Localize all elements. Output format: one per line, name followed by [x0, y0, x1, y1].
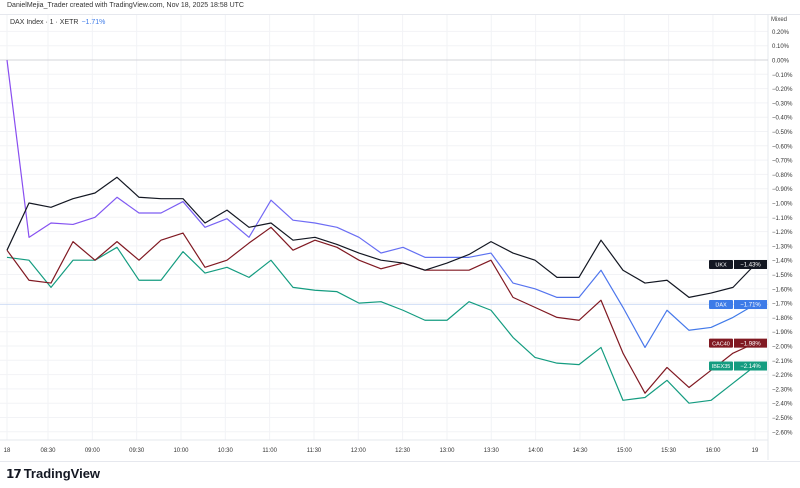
y-tick-label: −1.70%: [772, 302, 793, 308]
y-tick-label: −1.90%: [772, 330, 793, 336]
scale-mode-label[interactable]: Mixed: [770, 17, 787, 23]
y-tick-label: −0.70%: [772, 159, 793, 165]
x-tick-label: 14:00: [528, 448, 544, 454]
x-tick-label: 10:00: [173, 448, 189, 454]
y-tick-label: −1.30%: [772, 244, 793, 250]
x-tick-label: 09:00: [85, 448, 101, 454]
chart-frame: [0, 14, 800, 462]
series-value-label: −1.43%: [740, 263, 761, 269]
tradingview-logo[interactable]: 𝟭𝟳 TradingView: [6, 466, 100, 481]
y-tick-label: −2.00%: [772, 345, 793, 351]
x-tick-label: 08:30: [40, 448, 56, 454]
y-tick-label: −0.20%: [772, 87, 793, 93]
x-tick-label: 13:30: [484, 448, 500, 454]
x-tick-label: 15:30: [661, 448, 677, 454]
x-tick-label: 19: [752, 448, 759, 454]
x-tick-label: 11:00: [262, 448, 277, 454]
symbol-change: −1.71%: [81, 19, 106, 26]
series-name-tag-ibex35: [709, 361, 733, 371]
y-tick-label: −2.40%: [772, 402, 793, 408]
series-name-tag-dax: [709, 300, 733, 310]
y-tick-label: −0.10%: [772, 73, 793, 79]
x-tick-label: 18: [4, 448, 11, 454]
y-tick-label: 0.00%: [772, 59, 790, 65]
y-tick-label: −1.00%: [772, 202, 793, 208]
x-tick-label: 15:00: [617, 448, 633, 454]
series-name-label: UKX: [715, 263, 727, 269]
x-tick-label: 16:00: [705, 448, 721, 454]
y-tick-label: −1.20%: [772, 230, 793, 236]
series-name-tag-ukx: [709, 259, 733, 269]
y-tick-label: −1.10%: [772, 216, 793, 222]
symbol-title: DAX Index · 1 · XETR: [10, 19, 79, 26]
series-name-label: DAX: [715, 303, 727, 309]
y-tick-label: −0.90%: [772, 187, 793, 193]
y-tick-label: −0.60%: [772, 144, 793, 150]
y-tick-label: −2.30%: [772, 387, 793, 393]
x-tick-label: 12:30: [395, 448, 411, 454]
series-value-tag-cac40: [734, 338, 767, 348]
x-tick-label: 09:30: [129, 448, 145, 454]
y-tick-label: 0.20%: [772, 30, 790, 36]
y-tick-label: −0.30%: [772, 101, 793, 107]
tradingview-logo-icon: 𝟭𝟳: [6, 466, 22, 481]
x-tick-label: 14:30: [572, 448, 588, 454]
x-tick-label: 12:00: [351, 448, 367, 454]
series-value-label: −1.71%: [740, 303, 761, 309]
brand-name: TradingView: [23, 466, 101, 481]
series-name-tag-cac40: [709, 338, 733, 348]
y-tick-label: −1.80%: [772, 316, 793, 322]
y-tick-label: −0.80%: [772, 173, 793, 179]
series-line-ibex35: [6, 246, 756, 404]
y-tick-label: 0.10%: [772, 44, 790, 50]
x-tick-label: 13:00: [439, 448, 455, 454]
x-tick-label: 10:30: [218, 448, 234, 454]
y-tick-label: −1.60%: [772, 287, 793, 293]
series-line-dax: [6, 59, 756, 349]
y-tick-label: −1.40%: [772, 259, 793, 265]
series-value-tag-ukx: [734, 259, 767, 269]
series-value-label: −1.98%: [740, 341, 761, 347]
series-value-tag-ibex35: [734, 361, 767, 371]
series-name-label: CAC40: [712, 341, 730, 347]
series-line-ukx: [6, 176, 756, 298]
series-line-cac40: [6, 226, 756, 394]
y-tick-label: −2.20%: [772, 373, 793, 379]
y-tick-label: −2.60%: [772, 430, 793, 436]
symbol-legend[interactable]: DAX Index · 1 · XETR −1.71%: [10, 19, 105, 26]
x-tick-label: 11:30: [307, 448, 322, 454]
y-tick-label: −0.50%: [772, 130, 793, 136]
series-value-tag-dax: [734, 300, 767, 310]
y-tick-label: −1.50%: [772, 273, 793, 279]
series-name-label: IBEX35: [712, 364, 731, 370]
chart-credit: DanielMejia_Trader created with TradingV…: [7, 2, 244, 9]
series-value-label: −2.14%: [740, 364, 761, 370]
y-tick-label: −2.50%: [772, 416, 793, 422]
y-tick-label: −2.10%: [772, 359, 793, 365]
y-tick-label: −0.40%: [772, 116, 793, 122]
